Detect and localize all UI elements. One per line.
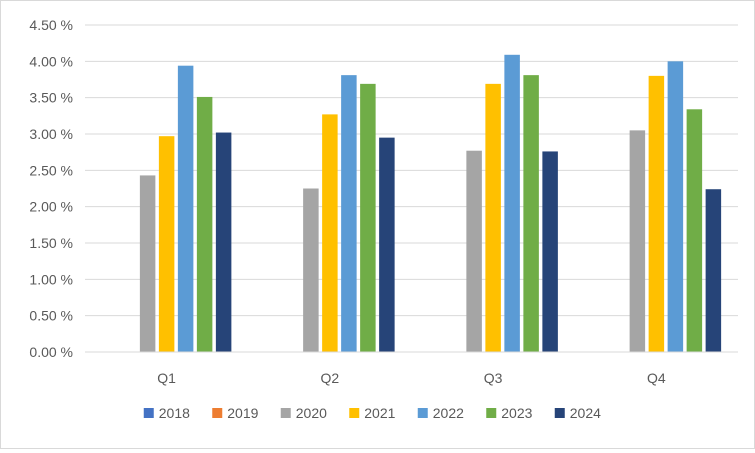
bar-2023-q1: [196, 96, 213, 352]
legend-label-2020: 2020: [296, 405, 327, 421]
x-tick-label: Q1: [157, 370, 176, 386]
legend-label-2019: 2019: [227, 405, 258, 421]
y-tick-label: 3.00 %: [29, 126, 73, 142]
y-tick-label: 0.00 %: [29, 344, 73, 360]
bar-2024-q1: [215, 132, 232, 352]
y-tick-label: 4.50 %: [29, 17, 73, 33]
y-tick-label: 1.50 %: [29, 235, 73, 251]
bar-2021-q4: [648, 75, 665, 352]
bar-2021-q3: [485, 83, 501, 353]
legend-label-2018: 2018: [159, 405, 190, 421]
bar-2021-q1: [158, 136, 175, 352]
bar-2020-q3: [466, 150, 482, 352]
y-tick-label: 0.50 %: [29, 308, 73, 324]
axes: 0.00 % 0.50 % 1.00 % 1.50 % 2.00 % 2.50 % 3.00…: [29, 17, 738, 386]
bar-2020-q4: [629, 130, 646, 352]
bar-2024-q4: [705, 189, 722, 352]
y-tick-label: 1.00 %: [29, 271, 73, 287]
x-tick-label: Q3: [484, 370, 503, 386]
gridlines: [85, 24, 738, 353]
bar-2022-q1: [177, 65, 194, 353]
bar-2023-q2: [360, 83, 376, 353]
bar-2022-q2: [341, 75, 357, 352]
bar-2021-q2: [322, 114, 338, 352]
bar-2020-q2: [303, 188, 319, 352]
bar-2020-q1: [139, 175, 156, 352]
legend-swatch-2020: [280, 408, 291, 418]
y-tick-label: 3.50 %: [29, 90, 73, 106]
x-tick-label: Q4: [647, 370, 666, 386]
legend-label-2022: 2022: [433, 405, 464, 421]
y-tick-label: 4.00 %: [29, 53, 73, 69]
legend: 2018 2019 2020 2021 2022 2023 2024: [143, 405, 601, 421]
bar-2024-q2: [379, 137, 395, 352]
legend-swatch-2018: [143, 408, 154, 418]
bar-2024-q3: [542, 151, 558, 352]
legend-swatch-2023: [486, 408, 497, 418]
bar-2022-q3: [504, 54, 520, 352]
legend-label-2024: 2024: [570, 405, 601, 421]
bar-2023-q4: [686, 109, 703, 352]
legend-swatch-2021: [349, 408, 360, 418]
legend-swatch-2024: [554, 408, 565, 418]
legend-label-2021: 2021: [364, 405, 395, 421]
legend-swatch-2022: [417, 408, 428, 418]
bars: [139, 54, 722, 353]
legend-label-2023: 2023: [501, 405, 532, 421]
x-tick-label: Q2: [321, 370, 340, 386]
legend-swatch-2019: [212, 408, 223, 418]
bar-2023-q3: [523, 75, 539, 352]
bar-2022-q4: [667, 61, 684, 352]
y-tick-label: 2.50 %: [29, 162, 73, 178]
y-tick-label: 2.00 %: [29, 199, 73, 215]
